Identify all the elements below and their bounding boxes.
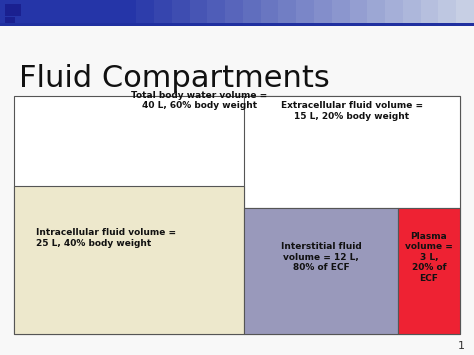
Bar <box>5 17 15 23</box>
Bar <box>314 0 332 23</box>
Bar <box>0 0 118 23</box>
Text: 1: 1 <box>457 342 465 351</box>
Bar <box>398 208 460 334</box>
Bar <box>350 0 368 23</box>
Bar <box>207 0 226 23</box>
Bar <box>244 96 460 208</box>
Text: Extracellular fluid volume =
15 L, 20% body weight: Extracellular fluid volume = 15 L, 20% b… <box>281 101 423 121</box>
Bar <box>438 0 456 23</box>
Bar <box>456 0 474 23</box>
Bar <box>5 4 21 16</box>
Bar <box>403 0 421 23</box>
Text: Total body water volume =
40 L, 60% body weight: Total body water volume = 40 L, 60% body… <box>131 91 267 110</box>
Text: Interstitial fluid
volume = 12 L,
80% of ECF: Interstitial fluid volume = 12 L, 80% of… <box>281 242 361 272</box>
Bar <box>243 0 261 23</box>
Bar <box>332 0 350 23</box>
Bar <box>296 0 314 23</box>
Bar <box>278 0 297 23</box>
Text: Intracellular fluid volume =
25 L, 40% body weight: Intracellular fluid volume = 25 L, 40% b… <box>36 228 176 247</box>
Bar <box>136 0 155 23</box>
Bar <box>172 0 190 23</box>
Bar <box>14 96 460 334</box>
Bar <box>244 208 398 334</box>
Bar <box>420 0 439 23</box>
Bar <box>118 0 137 23</box>
Text: Plasma
volume =
3 L,
20% of
ECF: Plasma volume = 3 L, 20% of ECF <box>405 232 453 283</box>
Bar <box>385 0 403 23</box>
Bar <box>14 186 244 334</box>
Text: Fluid Compartments: Fluid Compartments <box>19 64 330 93</box>
Bar <box>154 0 173 23</box>
Bar <box>261 0 279 23</box>
Bar <box>190 0 208 23</box>
Bar <box>0 23 474 26</box>
Bar <box>225 0 243 23</box>
Bar <box>367 0 385 23</box>
